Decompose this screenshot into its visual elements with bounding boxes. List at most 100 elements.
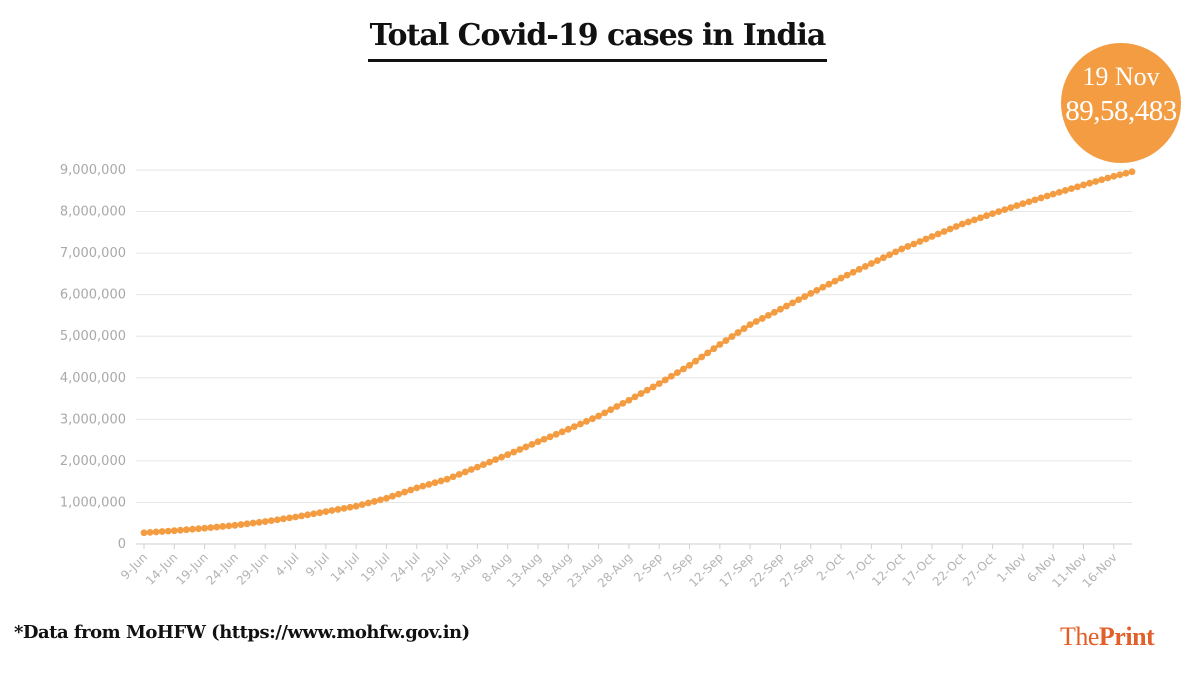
- data-point: [886, 251, 893, 259]
- data-point: [1049, 190, 1057, 198]
- data-point: [443, 475, 451, 483]
- data-point: [225, 522, 233, 530]
- data-point: [789, 299, 796, 307]
- data-point: [322, 508, 330, 515]
- data-point: [243, 520, 251, 528]
- data-point: [1007, 204, 1015, 212]
- data-point: [249, 519, 257, 527]
- data-point: [286, 514, 293, 522]
- data-point: [1080, 181, 1087, 189]
- data-point: [280, 515, 287, 523]
- y-tick-label: 0: [118, 537, 126, 552]
- data-point: [952, 223, 960, 230]
- data-point: [1037, 194, 1045, 202]
- source-footnote: *Data from MoHFW (https://www.mohfw.gov.…: [14, 622, 470, 643]
- data-point: [977, 214, 984, 222]
- data-point: [310, 510, 318, 518]
- data-point: [522, 443, 530, 451]
- data-point: [692, 357, 699, 365]
- data-point: [849, 268, 857, 276]
- data-point: [655, 380, 663, 387]
- data-point: [964, 218, 972, 226]
- data-point: [661, 376, 669, 384]
- data-point: [370, 498, 378, 505]
- data-point: [649, 383, 657, 391]
- x-tick-label: 4-Jul: [273, 550, 302, 579]
- data-point: [473, 463, 481, 471]
- data-point: [825, 280, 833, 288]
- data-point: [940, 228, 948, 235]
- data-point: [946, 225, 954, 233]
- y-tick-label: 6,000,000: [60, 288, 126, 303]
- data-point: [273, 516, 281, 524]
- data-point: [383, 494, 390, 502]
- x-tick-label: 2-Oct: [814, 550, 847, 583]
- data-point: [1025, 198, 1033, 206]
- data-point: [534, 438, 542, 446]
- data-point: [328, 507, 336, 514]
- data-point: [455, 470, 463, 478]
- data-point: [492, 456, 499, 464]
- data-point: [334, 506, 342, 513]
- data-point: [364, 499, 372, 507]
- data-point: [892, 248, 900, 256]
- x-tick-label: 19-Jul: [358, 550, 392, 584]
- data-point: [213, 523, 221, 531]
- data-point: [601, 409, 609, 417]
- data-point: [431, 479, 439, 487]
- data-point: [583, 417, 590, 425]
- data-point: [401, 488, 409, 496]
- y-tick-label: 1,000,000: [60, 495, 126, 510]
- data-point: [395, 490, 402, 498]
- data-point: [770, 308, 778, 316]
- data-point: [201, 524, 209, 532]
- y-tick-label: 5,000,000: [60, 329, 126, 344]
- data-point: [625, 396, 633, 404]
- data-point: [1067, 185, 1075, 193]
- data-point: [995, 208, 1003, 216]
- data-point: [764, 311, 772, 319]
- data-point: [983, 212, 990, 220]
- data-point: [928, 233, 936, 240]
- data-point: [152, 528, 160, 536]
- data-point: [516, 446, 524, 453]
- data-point: [643, 386, 651, 394]
- data-point: [413, 484, 421, 492]
- x-tick-label: 19-Jun: [173, 550, 210, 587]
- data-point: [1128, 168, 1136, 176]
- data-point: [855, 265, 863, 273]
- brand-logo: ThePrint: [1060, 622, 1155, 652]
- x-tick-label: 1-Nov: [994, 550, 1029, 585]
- data-point: [1061, 187, 1069, 194]
- data-point: [558, 428, 566, 436]
- brand-part-1: The: [1060, 622, 1099, 651]
- data-point: [971, 216, 978, 224]
- data-point: [267, 517, 275, 525]
- gridlines: [136, 169, 1132, 545]
- data-point: [346, 503, 354, 511]
- data-point: [777, 305, 784, 313]
- x-tick-label: 28-Aug: [595, 550, 635, 590]
- data-point: [176, 526, 184, 534]
- data-point: [552, 430, 560, 438]
- y-tick-label: 9,000,000: [60, 163, 126, 178]
- data-point: [425, 481, 433, 488]
- data-point: [1013, 202, 1021, 210]
- y-axis: 0 1,000,000 2,000,000 3,000,000 4,000,000 5,0…: [60, 163, 126, 552]
- data-point: [1043, 192, 1051, 200]
- data-point: [140, 529, 148, 537]
- y-tick-label: 2,000,000: [60, 454, 126, 469]
- data-point: [667, 372, 675, 380]
- data-point: [898, 245, 906, 253]
- data-point: [589, 415, 596, 423]
- series-layer: [140, 168, 1136, 537]
- x-tick-label: 27-Sep: [777, 550, 817, 590]
- x-tick-label: 27-Oct: [960, 550, 999, 589]
- data-point: [437, 477, 445, 485]
- data-point: [577, 420, 584, 428]
- data-point: [461, 468, 469, 476]
- data-point: [631, 393, 639, 401]
- data-point: [1086, 179, 1093, 187]
- data-point: [831, 277, 839, 285]
- data-point: [619, 399, 627, 407]
